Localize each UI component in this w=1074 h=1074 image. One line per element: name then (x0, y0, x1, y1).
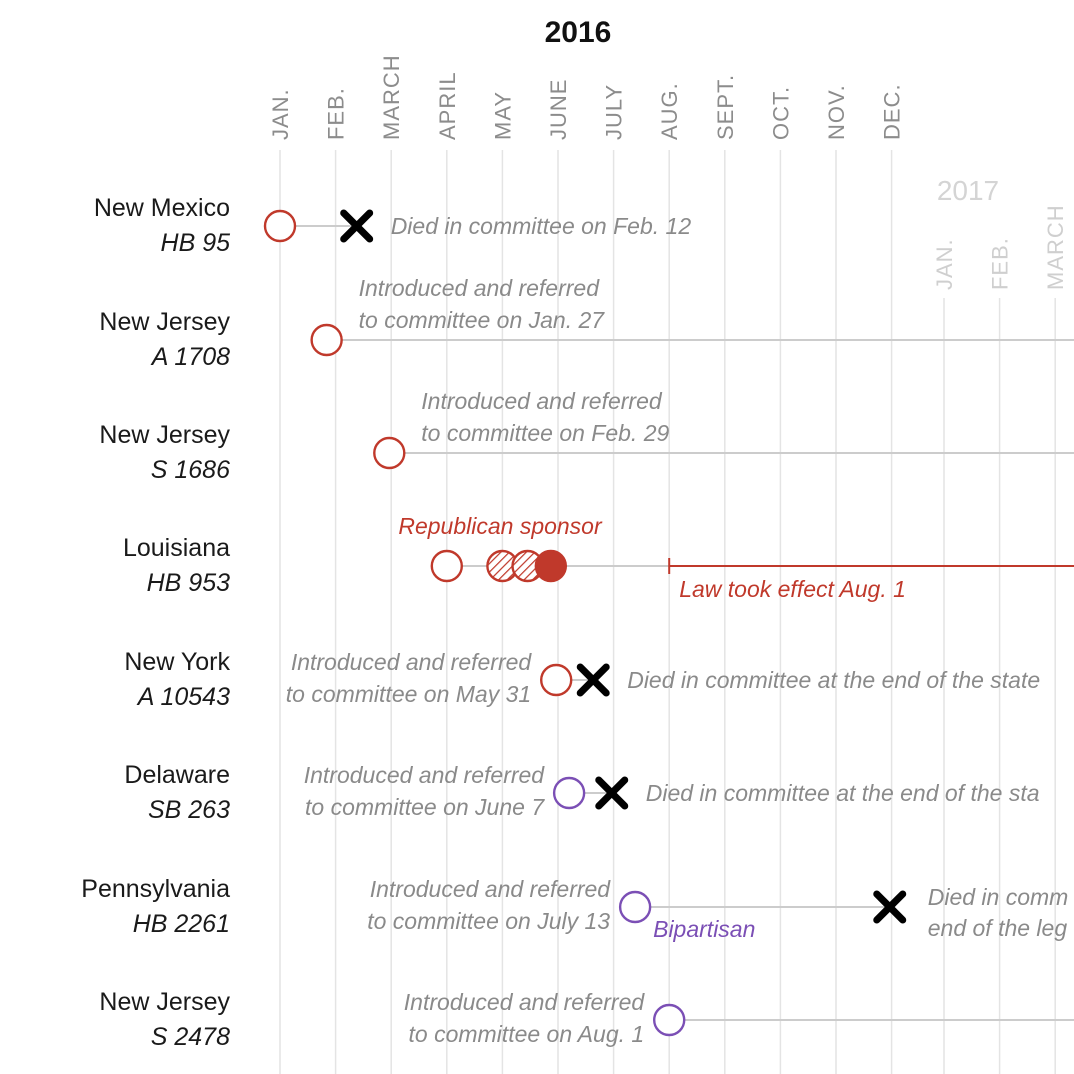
introduced-note: Introduced and referred (404, 989, 646, 1015)
introduced-marker (430, 549, 463, 583)
introduced-note: to committee on Jan. 27 (359, 307, 606, 333)
state-label: Louisiana (123, 534, 230, 562)
introduced-marker (552, 776, 586, 810)
state-label: Pennsylvania (81, 875, 230, 903)
month-label-2016: AUG. (657, 82, 682, 140)
died-stroke (873, 890, 907, 924)
month-label-2016: JAN. (268, 88, 293, 140)
died-marker (595, 776, 629, 810)
introduced-note: to committee on July 13 (367, 908, 610, 934)
introduced-note: to committee on June 7 (305, 794, 545, 820)
bill-row: Pennsylvania HB 2261 Died in comm end of th… (81, 875, 1068, 942)
died-note: end of the leg (928, 915, 1068, 941)
month-label-2016: MARCH (379, 54, 404, 140)
year-title: 2016 (545, 16, 612, 49)
bill-row: New Mexico HB 95 Died in committee on Feb.… (94, 194, 691, 257)
died-stroke (576, 663, 610, 697)
bill-row: New Jersey A 1708 Introduced and referred t… (99, 275, 1074, 371)
signed-marker (534, 549, 568, 583)
month-label-2016: MAY (490, 91, 515, 140)
state-label: Delaware (124, 761, 230, 789)
died-marker (340, 209, 374, 243)
died-stroke (595, 776, 629, 810)
month-label-2017: JAN. (932, 238, 957, 290)
died-note: Died in committee at the end of the stat… (627, 667, 1040, 693)
bill-row: New York A 10543 Died in committee at the … (124, 648, 1040, 711)
introduced-marker (618, 890, 652, 924)
sponsor-label: Bipartisan (653, 916, 755, 942)
month-label-2017: FEB. (988, 237, 1013, 290)
bill-row: Delaware SB 263 Died in committee at the e… (124, 761, 1039, 824)
died-stroke (340, 209, 374, 243)
month-gridlines (279, 150, 1056, 1074)
month-label-2016: SEPT. (713, 74, 738, 140)
month-label-2016: OCT. (768, 86, 793, 140)
introduced-note: Introduced and referred (421, 388, 663, 414)
state-label: New Mexico (94, 194, 230, 222)
died-marker (576, 663, 610, 697)
year-title-next: 2017 (937, 175, 999, 206)
introduced-marker (310, 323, 343, 357)
bill-label: A 1708 (150, 343, 230, 371)
introduced-marker (373, 436, 406, 470)
month-label-2017: MARCH (1043, 204, 1068, 290)
bill-row: Louisiana HB 953 Law took effect Aug. 1 Rep… (123, 513, 1074, 602)
timeline-header: 2016 2017 JAN. FEB. MARCH APRIL MAY JUNE JULY A… (268, 16, 1068, 290)
bill-label: A 10543 (136, 683, 230, 711)
bill-rows: New Mexico HB 95 Died in committee on Feb.… (81, 194, 1074, 1051)
bill-label: HB 2261 (133, 910, 230, 938)
month-label-2016: NOV. (824, 84, 849, 140)
bill-label: S 1686 (151, 456, 230, 484)
bill-label: HB 953 (147, 569, 230, 597)
died-marker (873, 890, 907, 924)
state-label: New Jersey (99, 988, 230, 1016)
bill-label: HB 95 (161, 229, 231, 257)
bill-label: SB 263 (148, 796, 230, 824)
introduced-note: Introduced and referred (370, 876, 612, 902)
died-note: Died in committee at the end of the sta (646, 780, 1040, 806)
died-note: Died in committee on Feb. 12 (391, 213, 692, 239)
introduced-note: Introduced and referred (359, 275, 601, 301)
law-effect-note: Law took effect Aug. 1 (679, 576, 906, 602)
introduced-note: to committee on Aug. 1 (409, 1021, 645, 1047)
month-label-2016: FEB. (324, 87, 349, 140)
state-label: New York (124, 648, 230, 676)
introduced-note: Introduced and referred (291, 649, 533, 675)
introduced-note: to committee on Feb. 29 (421, 420, 669, 446)
died-note: Died in comm (928, 884, 1069, 910)
introduced-note: Introduced and referred (304, 762, 546, 788)
bill-row: New Jersey S 2478 Introduced and referred t… (99, 988, 1074, 1051)
state-label: New Jersey (99, 421, 230, 449)
introduced-marker (263, 209, 297, 243)
month-label-2016: JUNE (546, 79, 571, 140)
state-label: New Jersey (99, 308, 230, 336)
sponsor-label: Republican sponsor (398, 513, 603, 539)
introduced-note: to committee on May 31 (286, 681, 531, 707)
bill-row: New Jersey S 1686 Introduced and referred t… (99, 388, 1074, 484)
bill-label: S 2478 (151, 1023, 230, 1051)
introduced-marker (653, 1003, 686, 1037)
month-label-2016: DEC. (880, 83, 905, 140)
month-label-2016: APRIL (435, 71, 460, 140)
month-label-2016: JULY (602, 84, 627, 140)
introduced-marker (540, 663, 573, 697)
